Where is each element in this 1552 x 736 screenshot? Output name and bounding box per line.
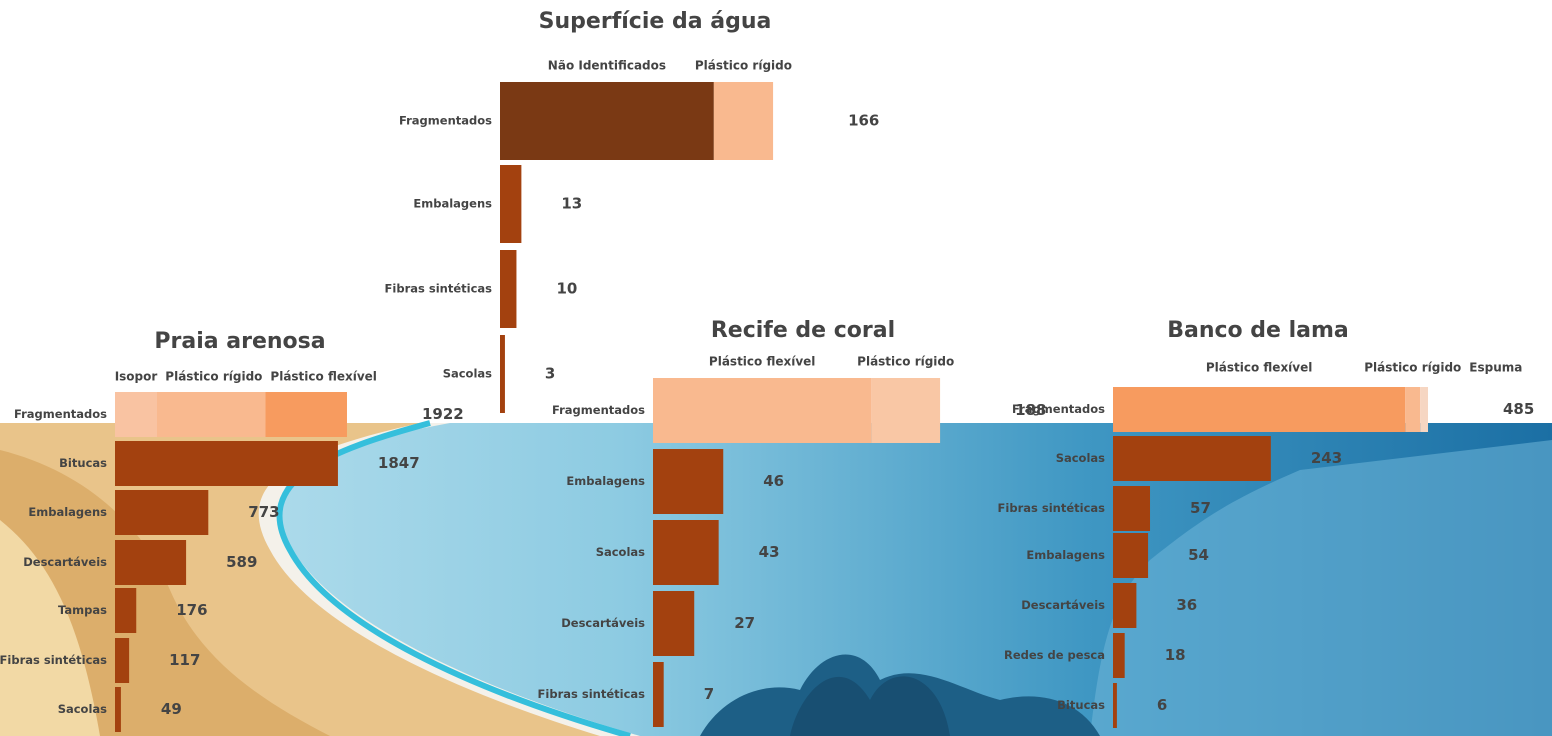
chart-title: Recife de coral [711,318,895,343]
page: {"chart_data": [ {"type": "bar", "title"… [0,0,1552,736]
infographic: Superfície da água Fragmentados Não Identi… [0,0,1552,736]
segment-label: Espuma [1469,361,1522,375]
category-label: Fibras sintéticas [998,501,1106,515]
value-label: 485 [1503,400,1534,418]
bar [653,520,719,585]
value-label: 27 [734,614,755,632]
category-label: Sacolas [58,702,107,716]
value-label: 589 [226,553,257,571]
category-label: Fragmentados [552,403,645,417]
category-label: Fragmentados [1012,402,1105,416]
category-label: Bitucas [1057,698,1105,712]
bar [1113,683,1117,728]
value-label: 49 [161,700,182,718]
bar [115,540,186,585]
category-label: Embalagens [1026,548,1105,562]
category-label: Sacolas [443,367,492,381]
bar [1113,583,1136,628]
category-label: Embalagens [28,505,107,519]
category-label: Embalagens [566,474,645,488]
category-label: Fibras sintéticas [0,653,107,667]
category-label: Embalagens [413,197,492,211]
value-label: 166 [848,112,879,130]
bar [1113,533,1148,578]
category-label: Tampas [58,603,107,617]
segment-label: Isopor [115,370,158,384]
value-label: 10 [556,280,577,298]
segment-label: Plástico flexível [270,370,377,384]
value-label: 1847 [378,454,420,472]
category-label: Fragmentados [399,114,492,128]
category-label: Redes de pesca [1004,648,1105,662]
bar-segment [1405,387,1420,432]
value-label: 43 [759,543,780,561]
category-label: Descartáveis [561,616,645,630]
bar [115,588,136,633]
bar-segment [115,392,157,437]
bar [500,335,505,413]
segment-label: Plástico rígido [695,59,792,73]
bar-segment [1113,387,1405,432]
category-label: Descartáveis [1021,598,1105,612]
bar [115,638,129,683]
bar [1113,486,1150,531]
bar [500,165,521,243]
segment-label: Plástico flexível [1206,361,1313,375]
category-label: Fragmentados [14,407,107,421]
bar-segment [266,392,347,437]
category-label: Sacolas [596,545,645,559]
segment-label: Plástico rígido [165,370,262,384]
value-label: 773 [248,503,279,521]
value-label: 13 [561,195,582,213]
value-label: 36 [1176,596,1197,614]
category-label: Descartáveis [23,555,107,569]
value-label: 7 [704,685,714,703]
category-label: Fibras sintéticas [538,687,646,701]
bar [653,591,694,656]
value-label: 46 [763,472,784,490]
segment-label: Não Identificados [548,59,666,73]
bar [1113,633,1125,678]
chart-title: Banco de lama [1167,318,1349,343]
category-label: Sacolas [1056,451,1105,465]
bar [115,687,121,732]
bar-segment [653,378,871,443]
segment-label: Plástico rígido [1364,361,1461,375]
category-label: Bitucas [59,456,107,470]
bar-segment [1420,387,1428,432]
bar-segment [157,392,266,437]
category-label: Fibras sintéticas [385,282,493,296]
value-label: 3 [545,365,555,383]
bar-segment [500,82,714,160]
value-label: 18 [1165,646,1186,664]
chart-title: Superfície da água [539,9,772,34]
bar [115,441,338,486]
segment-label: Plástico flexível [709,355,816,369]
value-label: 117 [169,651,200,669]
value-label: 243 [1311,449,1342,467]
bar [653,662,664,727]
bar [115,490,208,535]
bar [500,250,516,328]
value-label: 1922 [422,405,464,423]
value-label: 57 [1190,499,1211,517]
bar [1113,436,1271,481]
chart-title: Praia arenosa [154,329,325,354]
segment-label: Plástico rígido [857,355,954,369]
value-label: 6 [1157,696,1167,714]
value-label: 176 [176,601,207,619]
value-label: 54 [1188,546,1209,564]
bar-segment [871,378,940,443]
bar [653,449,723,514]
bar-segment [714,82,773,160]
